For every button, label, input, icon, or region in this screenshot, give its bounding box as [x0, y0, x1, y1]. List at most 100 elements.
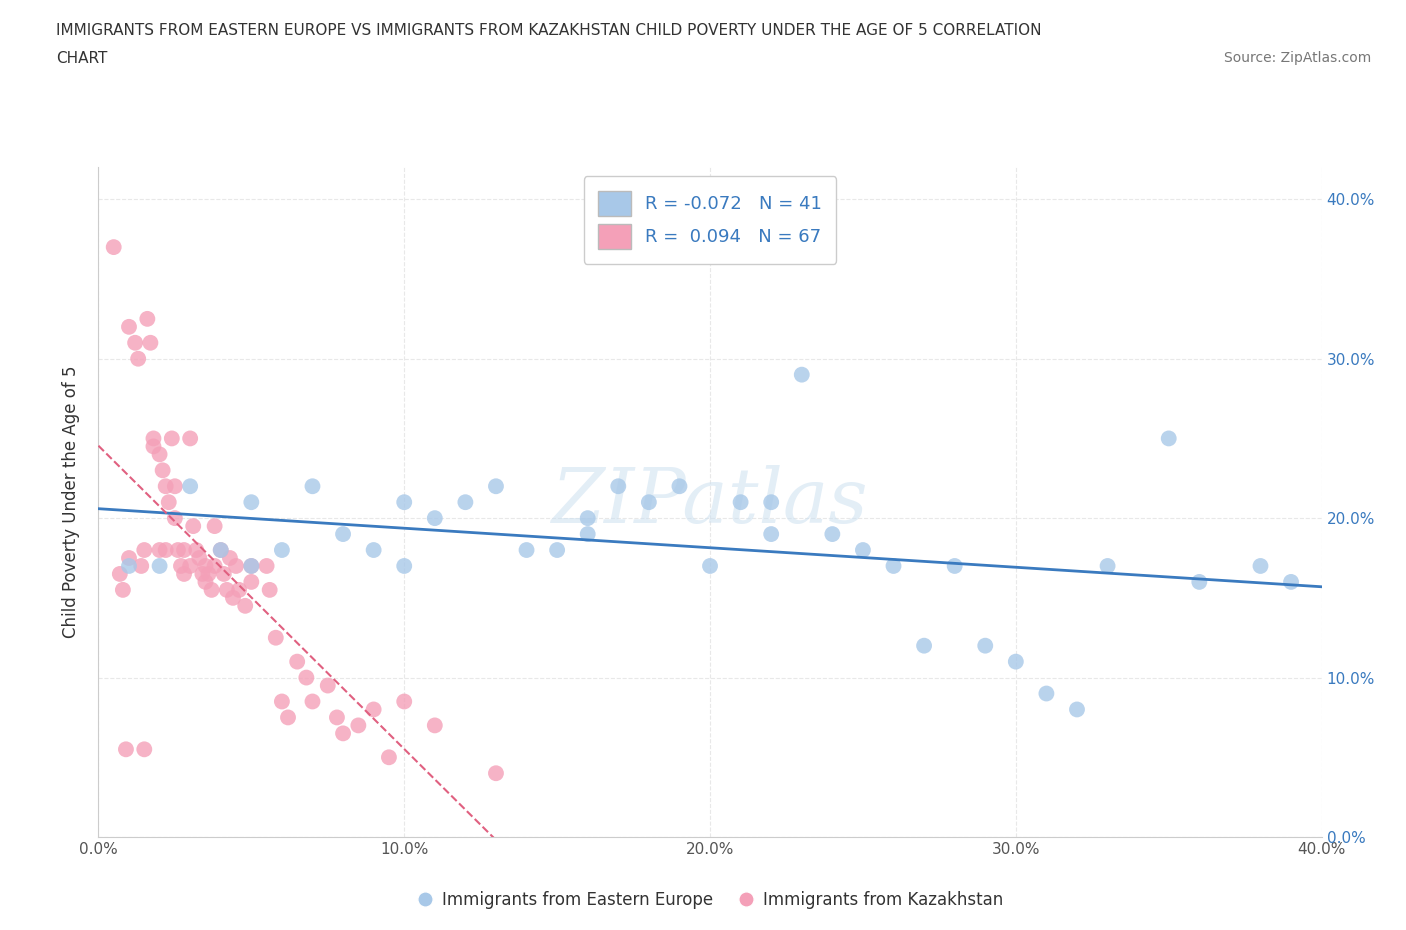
Point — [149, 542, 172, 557]
Point — [167, 542, 190, 557]
Point — [233, 598, 256, 613]
Point — [1279, 575, 1302, 590]
Point — [204, 559, 226, 574]
Point — [127, 352, 149, 366]
Point — [204, 519, 226, 534]
Point — [423, 511, 446, 525]
Point — [301, 694, 323, 709]
Point — [852, 542, 875, 557]
Point — [270, 694, 292, 709]
Point — [576, 511, 599, 525]
Point — [155, 542, 177, 557]
Point — [186, 542, 208, 557]
Point — [194, 559, 217, 574]
Point — [173, 566, 195, 581]
Point — [240, 559, 263, 574]
Point — [103, 240, 125, 255]
Legend: Immigrants from Eastern Europe, Immigrants from Kazakhstan: Immigrants from Eastern Europe, Immigran… — [411, 884, 1010, 916]
Point — [546, 542, 568, 557]
Point — [129, 559, 152, 574]
Point — [139, 336, 162, 351]
Point — [215, 582, 238, 597]
Point — [118, 551, 141, 565]
Point — [1004, 654, 1026, 669]
Point — [212, 566, 235, 581]
Point — [200, 582, 222, 597]
Point — [607, 479, 630, 494]
Point — [378, 750, 401, 764]
Point — [225, 559, 247, 574]
Point — [136, 312, 159, 326]
Text: IMMIGRANTS FROM EASTERN EUROPE VS IMMIGRANTS FROM KAZAKHSTAN CHILD POVERTY UNDER: IMMIGRANTS FROM EASTERN EUROPE VS IMMIGR… — [56, 23, 1042, 38]
Point — [155, 479, 177, 494]
Point — [1157, 431, 1180, 445]
Point — [454, 495, 477, 510]
Point — [392, 694, 416, 709]
Point — [259, 582, 281, 597]
Point — [363, 542, 385, 557]
Point — [179, 431, 201, 445]
Point — [821, 526, 844, 541]
Point — [912, 638, 935, 653]
Point — [316, 678, 339, 693]
Point — [240, 495, 263, 510]
Point — [576, 526, 599, 541]
Point — [485, 479, 508, 494]
Point — [118, 319, 141, 334]
Point — [974, 638, 997, 653]
Point — [240, 575, 263, 590]
Point — [423, 718, 446, 733]
Point — [118, 559, 141, 574]
Text: ZIPatlas: ZIPatlas — [551, 465, 869, 539]
Point — [157, 495, 180, 510]
Point — [108, 566, 131, 581]
Point — [149, 559, 172, 574]
Point — [363, 702, 385, 717]
Point — [219, 551, 242, 565]
Text: Source: ZipAtlas.com: Source: ZipAtlas.com — [1223, 51, 1371, 65]
Point — [209, 542, 232, 557]
Point — [197, 566, 219, 581]
Point — [160, 431, 183, 445]
Point — [111, 582, 134, 597]
Point — [301, 479, 323, 494]
Point — [943, 559, 966, 574]
Point — [759, 495, 782, 510]
Point — [668, 479, 690, 494]
Point — [228, 582, 250, 597]
Point — [285, 654, 308, 669]
Point — [115, 742, 138, 757]
Point — [170, 559, 193, 574]
Point — [264, 631, 287, 645]
Point — [163, 479, 186, 494]
Point — [181, 519, 204, 534]
Point — [124, 336, 146, 351]
Text: CHART: CHART — [56, 51, 108, 66]
Point — [188, 551, 211, 565]
Point — [191, 566, 214, 581]
Point — [790, 367, 813, 382]
Point — [1035, 686, 1057, 701]
Point — [179, 559, 201, 574]
Point — [152, 463, 174, 478]
Point — [209, 542, 232, 557]
Point — [134, 542, 156, 557]
Point — [222, 591, 245, 605]
Point — [883, 559, 905, 574]
Point — [295, 671, 318, 685]
Point — [173, 542, 195, 557]
Point — [332, 726, 354, 741]
Point — [1097, 559, 1119, 574]
Point — [142, 431, 165, 445]
Point — [699, 559, 721, 574]
Point — [277, 710, 299, 724]
Point — [326, 710, 349, 724]
Point — [730, 495, 752, 510]
Point — [1249, 559, 1271, 574]
Point — [256, 559, 278, 574]
Point — [1188, 575, 1211, 590]
Point — [392, 495, 416, 510]
Y-axis label: Child Poverty Under the Age of 5: Child Poverty Under the Age of 5 — [62, 365, 80, 639]
Point — [516, 542, 538, 557]
Point — [485, 765, 508, 780]
